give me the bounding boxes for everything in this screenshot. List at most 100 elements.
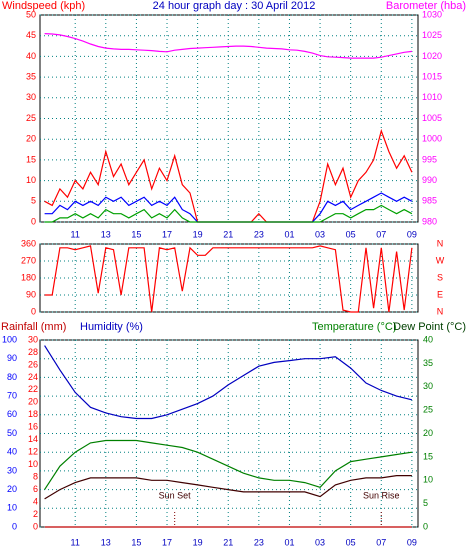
y3-tick-label: 15 [423, 451, 433, 461]
y2-tick-label: 995 [422, 154, 437, 164]
y3-tick-label: 20 [423, 428, 433, 438]
y2-tick-label: 1015 [422, 71, 442, 81]
y2-tick-label: N [437, 238, 444, 248]
rainfall-label: Rainfall (mm) [1, 321, 66, 333]
x-tick-label: 07 [376, 537, 386, 547]
chart-title: 24 hour graph day : 30 April 2012 [153, 0, 316, 12]
y2-tick-label: W [436, 255, 445, 265]
y-tick-label: 28 [28, 347, 38, 357]
annotation: Sun Rise [363, 490, 400, 500]
y-tick-label: 10 [28, 459, 38, 469]
windspeed-label: Windspeed (kph) [2, 0, 85, 12]
x-tick-label: 21 [223, 537, 233, 547]
y2-tick-label: 40 [7, 447, 17, 457]
dewpoint-label: Dew Point (°C) [393, 321, 466, 333]
y-tick-label: 15 [26, 154, 36, 164]
x-tick-label: 09 [407, 229, 417, 239]
y-tick-label: 18 [28, 409, 38, 419]
y-tick-label: 22 [28, 384, 38, 394]
y2-tick-label: 1030 [422, 9, 442, 19]
x-tick-label: 05 [346, 229, 356, 239]
y-tick-label: 25 [26, 113, 36, 123]
y-tick-label: 35 [26, 71, 36, 81]
series-line [44, 33, 412, 59]
x-tick-label: 11 [71, 537, 80, 547]
y-tick-label: 4 [33, 496, 38, 506]
x-tick-label: 03 [315, 537, 325, 547]
x-tick-label: 01 [284, 537, 294, 547]
x-tick-label: 03 [315, 229, 325, 239]
series-line [44, 475, 412, 500]
y2-tick-label: 10 [7, 503, 17, 513]
y2-tick-label: 990 [422, 175, 437, 185]
x-tick-label: 05 [346, 537, 356, 547]
y-tick-label: 20 [28, 397, 38, 407]
y2-tick-label: 1005 [422, 113, 442, 123]
y-tick-label: 45 [26, 30, 36, 40]
y-tick-label: 8 [33, 472, 38, 482]
y3-tick-label: 40 [423, 334, 433, 344]
y-tick-label: 14 [28, 434, 38, 444]
x-tick-label: 21 [223, 229, 233, 239]
y3-tick-label: 35 [423, 358, 433, 368]
y2-tick-label: 80 [7, 372, 17, 382]
y2-tick-label: 1025 [422, 30, 442, 40]
y3-tick-label: 5 [423, 498, 428, 508]
y2-tick-label: S [437, 272, 443, 282]
series-line [44, 345, 413, 420]
y2-tick-label: 20 [7, 484, 17, 494]
x-tick-label: 23 [254, 229, 264, 239]
y-tick-label: 0 [33, 521, 38, 531]
series-line [44, 439, 412, 490]
x-tick-label: 01 [284, 229, 294, 239]
y-tick-label: 6 [33, 484, 38, 494]
humidity-label: Humidity (%) [80, 321, 143, 333]
y2-tick-label: 1000 [422, 134, 442, 144]
y2-tick-label: 50 [7, 428, 17, 438]
y-tick-label: 0 [31, 306, 36, 316]
y2-tick-label: E [437, 289, 443, 299]
y-tick-label: 30 [28, 334, 38, 344]
y2-tick-label: 980 [422, 216, 437, 226]
x-tick-label: 09 [407, 537, 417, 547]
y2-tick-label: 60 [7, 409, 17, 419]
y3-tick-label: 0 [423, 521, 428, 531]
y2-tick-label: 70 [7, 390, 17, 400]
x-tick-label: 11 [71, 229, 80, 239]
barometer-label: Barometer (hba) [386, 0, 466, 12]
y-tick-label: 5 [31, 196, 36, 206]
x-tick-label: 13 [101, 229, 111, 239]
x-tick-label: 19 [193, 537, 203, 547]
y2-tick-label: 1010 [422, 92, 442, 102]
y3-tick-label: 30 [423, 381, 433, 391]
y2-tick-label: N [437, 306, 444, 316]
y-tick-label: 50 [26, 9, 36, 19]
y2-tick-label: 30 [7, 465, 17, 475]
x-tick-label: 17 [162, 537, 172, 547]
y3-tick-label: 25 [423, 405, 433, 415]
x-tick-label: 15 [131, 229, 141, 239]
y2-tick-label: 1020 [422, 51, 442, 61]
y-tick-label: 30 [26, 92, 36, 102]
x-tick-label: 13 [101, 537, 111, 547]
series-line [44, 245, 413, 313]
x-tick-label: 07 [376, 229, 386, 239]
x-tick-label: 23 [254, 537, 264, 547]
y-tick-label: 40 [26, 51, 36, 61]
x-tick-label: 19 [193, 229, 203, 239]
y3-tick-label: 10 [423, 475, 433, 485]
temperature-label: Temperature (°C) [312, 321, 396, 333]
y-tick-label: 24 [28, 372, 38, 382]
y2-tick-label: 985 [422, 196, 437, 206]
series-line [44, 204, 413, 223]
y-tick-label: 26 [28, 359, 38, 369]
y-tick-label: 90 [26, 289, 36, 299]
y-tick-label: 180 [21, 272, 36, 282]
y-tick-label: 20 [26, 134, 36, 144]
y-tick-label: 16 [28, 422, 38, 432]
y-tick-label: 12 [28, 447, 38, 457]
y2-tick-label: 100 [2, 334, 17, 344]
y-tick-label: 0 [31, 216, 36, 226]
